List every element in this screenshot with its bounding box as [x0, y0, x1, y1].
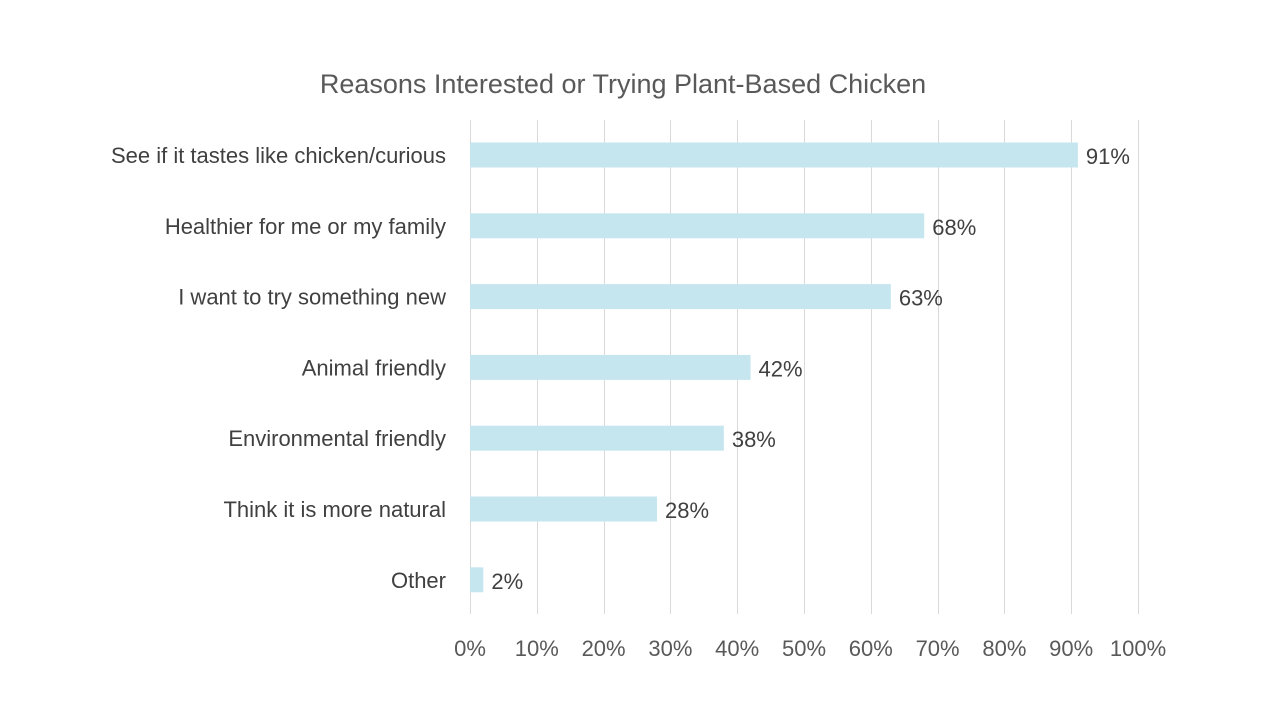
bar: [470, 213, 925, 239]
data-label: 42%: [759, 356, 803, 381]
x-tick-label: 100%: [1110, 636, 1166, 661]
category-label: Environmental friendly: [228, 426, 446, 451]
x-tick-label: 20%: [582, 636, 626, 661]
x-tick-label: 60%: [849, 636, 893, 661]
x-tick-label: 90%: [1049, 636, 1093, 661]
bar: [470, 425, 724, 451]
bar: [470, 567, 484, 593]
chart-title: Reasons Interested or Trying Plant-Based…: [320, 69, 926, 99]
data-label: 38%: [732, 427, 776, 452]
category-labels: See if it tastes like chicken/curious Hea…: [111, 143, 446, 593]
x-tick-label: 10%: [515, 636, 559, 661]
bar: [470, 284, 891, 310]
bars: [470, 142, 1078, 593]
category-label: Think it is more natural: [223, 497, 446, 522]
bar: [470, 496, 658, 522]
category-label: Healthier for me or my family: [165, 214, 446, 239]
data-label: 28%: [665, 498, 709, 523]
x-axis-tick-labels: 0% 10% 20% 30% 40% 50% 60% 70% 80% 90% 100%: [454, 636, 1166, 661]
data-label: 68%: [932, 215, 976, 240]
category-label: Other: [391, 568, 446, 593]
data-label: 63%: [899, 286, 943, 311]
bar: [470, 142, 1078, 168]
category-label: See if it tastes like chicken/curious: [111, 143, 446, 168]
x-tick-label: 40%: [715, 636, 759, 661]
data-label: 91%: [1086, 144, 1130, 169]
category-label: I want to try something new: [178, 285, 446, 310]
data-labels: 91% 68% 63% 42% 38% 28% 2%: [491, 144, 1130, 594]
x-tick-label: 70%: [916, 636, 960, 661]
bar: [470, 354, 751, 380]
x-tick-label: 50%: [782, 636, 826, 661]
x-tick-label: 0%: [454, 636, 486, 661]
x-tick-label: 30%: [648, 636, 692, 661]
category-label: Animal friendly: [302, 355, 446, 380]
x-tick-label: 80%: [982, 636, 1026, 661]
data-label: 2%: [491, 569, 523, 594]
